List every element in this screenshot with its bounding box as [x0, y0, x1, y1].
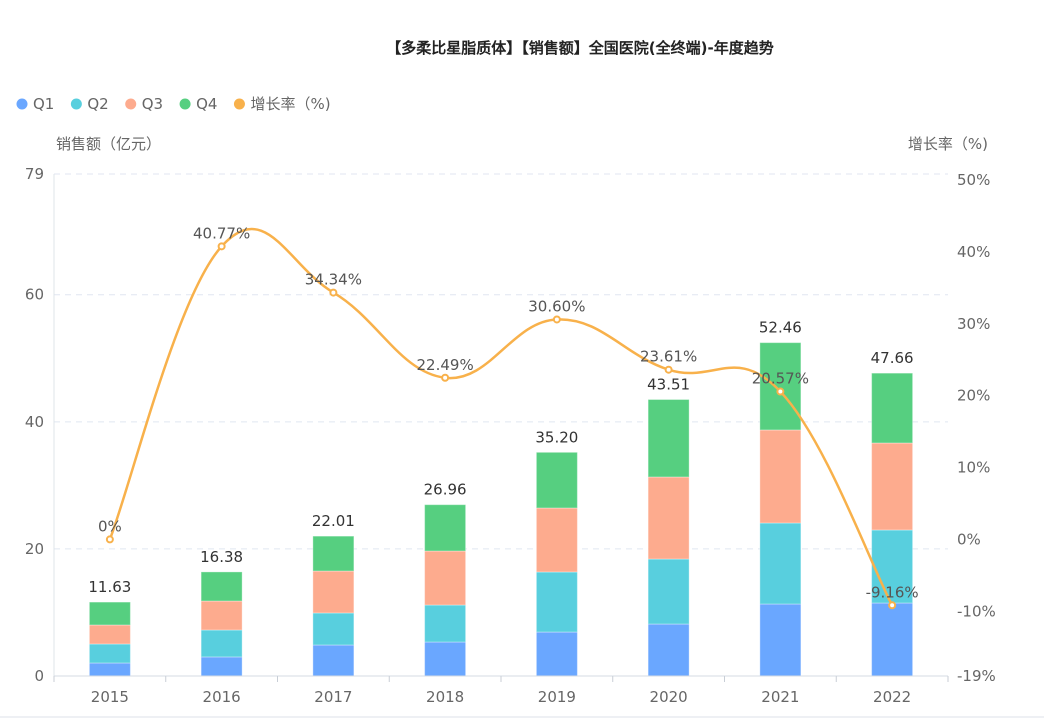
bar-q4-2021 — [759, 342, 802, 431]
y-tick-right: -10% — [957, 602, 996, 620]
legend-marker-0 — [16, 98, 28, 110]
bar-q4-2019 — [535, 451, 578, 509]
total-label: 16.38 — [200, 548, 243, 566]
bar-q3-2016 — [200, 600, 243, 631]
growth-label: 20.57% — [752, 370, 809, 388]
growth-label: 30.60% — [528, 297, 585, 315]
bar-q3-2022 — [871, 442, 914, 531]
bar-q1-2016 — [200, 656, 243, 677]
bar-q1-2020 — [647, 623, 690, 677]
bar-q4-2020 — [647, 399, 690, 478]
growth-label: 40.77% — [193, 224, 250, 242]
growth-label: 22.49% — [417, 356, 474, 374]
bar-q4-2017 — [312, 535, 355, 572]
y-tick-right: 10% — [957, 459, 990, 477]
bar-q4-2022 — [871, 372, 914, 444]
bar-q3-2019 — [535, 507, 578, 573]
bar-q2-2021 — [759, 522, 802, 605]
bar-q1-2015 — [88, 662, 131, 677]
bar-q1-2019 — [535, 631, 578, 677]
bar-q2-2020 — [647, 558, 690, 625]
axes: 2015 2016 2017 2018 2019 2020 2021 2022 — [53, 174, 949, 706]
bottom-border — [0, 716, 1044, 718]
y-tick-left: 60 — [25, 286, 44, 304]
x-tick-label: 2022 — [873, 688, 911, 706]
legend-label-3: Q4 — [196, 95, 217, 113]
bar-q4-2015 — [88, 601, 131, 626]
growth-point-2022 — [888, 601, 897, 610]
y-axis-label-right: 增长率（%) — [908, 135, 988, 153]
total-label: 47.66 — [871, 349, 914, 367]
growth-label: 34.34% — [305, 271, 362, 289]
y-tick-right: 50% — [957, 171, 990, 189]
bar-q2-2019 — [535, 571, 578, 633]
legend-marker-4 — [233, 98, 245, 110]
total-label: 35.20 — [535, 428, 578, 446]
bar-q2-2017 — [312, 612, 355, 646]
bar-q1-2021 — [759, 603, 802, 677]
bar-q3-2015 — [88, 624, 131, 645]
x-tick-label: 2015 — [91, 688, 129, 706]
bar-q2-2016 — [200, 629, 243, 658]
bar-q2-2015 — [88, 643, 131, 664]
bar-q3-2018 — [424, 550, 467, 606]
total-label: 11.63 — [88, 578, 131, 596]
y-tick-right: 30% — [957, 315, 990, 333]
y-tick-right: 20% — [957, 387, 990, 405]
bar-q3-2020 — [647, 476, 690, 560]
total-label: 52.46 — [759, 319, 802, 337]
bar-q4-2018 — [424, 504, 467, 552]
bar-q1-2017 — [312, 644, 355, 677]
growth-point-2017 — [329, 288, 338, 297]
y-axis-label-left: 销售额（亿元） — [56, 135, 161, 153]
x-tick-label: 2016 — [203, 688, 241, 706]
bar-q2-2022 — [871, 529, 914, 604]
legend-label-4: 增长率（%) — [250, 95, 330, 113]
growth-label: 0% — [98, 517, 122, 535]
y-tick-left: 20 — [25, 540, 44, 558]
legend-marker-2 — [125, 98, 137, 110]
total-label: 43.51 — [647, 376, 690, 394]
bar-q1-2018 — [424, 641, 467, 677]
bar-q3-2017 — [312, 570, 355, 614]
x-tick-label: 2020 — [650, 688, 688, 706]
x-tick-label: 2017 — [314, 688, 352, 706]
legend-label-2: Q3 — [142, 95, 163, 113]
legend: Q1 Q2 Q3 Q4 增长率（%) — [16, 95, 331, 113]
growth-point-2020 — [664, 365, 673, 374]
bars: 11.63 16.38 22.01 26.96 35.20 43.51 52.46 47.66 — [88, 319, 914, 677]
y-tick-right: -19% — [957, 667, 996, 685]
growth-point-2021 — [776, 387, 785, 396]
y-tick-left: 79 — [25, 165, 44, 183]
legend-label-1: Q2 — [87, 95, 108, 113]
growth-point-2016 — [217, 242, 226, 251]
growth-point-2018 — [441, 373, 450, 382]
bar-q2-2018 — [424, 604, 467, 643]
growth-line: 0% 40.77% 34.34% 22.49% 30.60% 23.61% 20.57% -9… — [98, 224, 919, 610]
bar-q1-2022 — [871, 602, 914, 677]
y-tick-left: 0 — [34, 667, 44, 685]
bar-q3-2021 — [759, 429, 802, 524]
legend-label-0: Q1 — [33, 95, 54, 113]
growth-point-2019 — [552, 315, 561, 324]
total-label: 26.96 — [424, 481, 467, 499]
chart-title: 【多柔比星脂质体】【销售额】全国医院(全终端)-年度趋势 — [386, 39, 773, 57]
y-tick-right: 40% — [957, 243, 990, 261]
x-tick-label: 2019 — [538, 688, 576, 706]
x-tick-label: 2018 — [426, 688, 464, 706]
growth-label: 23.61% — [640, 348, 697, 366]
grid: 0 20 40 60 79 -19% -10% 0% 10% 20% 30% 40% 50% — [25, 165, 996, 685]
legend-marker-3 — [179, 98, 191, 110]
growth-point-2015 — [105, 535, 114, 544]
y-tick-left: 40 — [25, 413, 44, 431]
bar-q4-2016 — [200, 571, 243, 602]
total-label: 22.01 — [312, 512, 355, 530]
x-tick-label: 2021 — [761, 688, 799, 706]
growth-label: -9.16% — [866, 583, 919, 601]
legend-marker-1 — [70, 98, 82, 110]
y-tick-right: 0% — [957, 530, 981, 548]
